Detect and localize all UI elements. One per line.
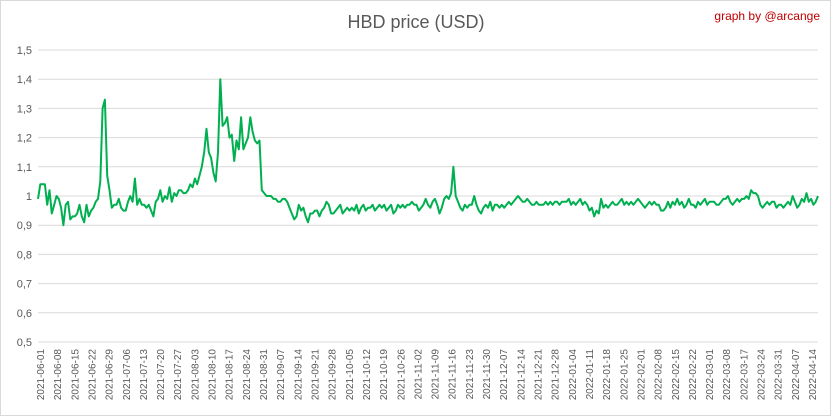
x-tick-label: 2022-04-14 (808, 349, 819, 401)
y-tick-label: 1,5 (17, 45, 32, 57)
x-tick-label: 2022-02-01 (636, 349, 647, 401)
y-tick-label: 0,9 (17, 220, 32, 232)
y-tick-label: 1,2 (17, 133, 32, 145)
x-tick-label: 2022-03-24 (757, 349, 768, 401)
x-tick-label: 2021-08-10 (208, 349, 219, 401)
x-tick-label: 2022-03-08 (722, 349, 733, 401)
x-tick-label: 2021-07-06 (122, 349, 133, 401)
x-tick-label: 2021-11-09 (431, 349, 442, 400)
x-tick-label: 2022-03-17 (739, 349, 750, 401)
y-tick-label: 1,4 (17, 74, 32, 86)
x-tick-label: 2021-10-19 (379, 349, 390, 401)
x-tick-label: 2022-04-07 (791, 349, 802, 401)
x-tick-label: 2021-06-15 (70, 349, 81, 401)
y-tick-label: 1 (26, 191, 32, 203)
x-tick-label: 2021-11-02 (413, 349, 424, 400)
x-tick-label: 2021-09-14 (293, 349, 304, 401)
y-axis-tick-labels: 0,5 0,6 0,7 0,8 0,9 1 1,1 1,2 1,3 1,4 1,5 (17, 45, 32, 349)
x-tick-label: 2021-11-23 (465, 349, 476, 400)
series-layer (37, 78, 819, 227)
x-tick-label: 2022-03-01 (705, 349, 716, 401)
x-tick-label: 2021-12-14 (516, 349, 527, 401)
x-axis-tick-labels: 2021-06-01 2021-06-08 2021-06-15 2021-06-22… (36, 349, 819, 401)
x-tick-label: 2022-01-11 (585, 349, 596, 400)
x-tick-label: 2022-02-15 (671, 349, 682, 401)
x-tick-label: 2021-09-07 (276, 349, 287, 401)
x-tick-label: 2021-10-05 (345, 349, 356, 401)
y-tick-label: 0,6 (17, 308, 32, 320)
x-tick-label: 2021-08-31 (259, 349, 270, 401)
y-tick-label: 0,7 (17, 279, 32, 291)
x-tick-label: 2022-02-22 (688, 349, 699, 401)
x-tick-label: 2021-08-24 (242, 349, 253, 401)
x-tick-label: 2021-09-21 (310, 349, 321, 401)
x-tick-label: 2021-07-20 (156, 349, 167, 401)
x-tick-label: 2021-06-08 (53, 349, 64, 401)
price-series-line (37, 78, 819, 227)
x-tick-label: 2022-02-08 (654, 349, 665, 401)
y-tick-label: 0,5 (17, 337, 32, 349)
gridlines (38, 49, 818, 343)
x-tick-label: 2021-12-07 (499, 349, 510, 401)
y-tick-label: 1,3 (17, 103, 32, 115)
x-tick-label: 2021-07-13 (139, 349, 150, 401)
x-tick-label: 2021-07-27 (173, 349, 184, 401)
x-tick-label: 2021-12-28 (551, 349, 562, 401)
x-tick-label: 2021-06-01 (36, 349, 47, 401)
y-tick-label: 1,1 (17, 162, 32, 174)
y-tick-label: 0,8 (17, 249, 32, 261)
x-tick-label: 2022-01-04 (568, 349, 579, 401)
chart-credit: graph by @arcange (714, 9, 820, 23)
x-tick-label: 2022-03-31 (774, 349, 785, 401)
x-tick-label: 2021-09-28 (328, 349, 339, 401)
x-tick-label: 2021-08-03 (190, 349, 201, 401)
chart-title: HBD price (USD) (347, 12, 485, 32)
x-tick-label: 2022-01-25 (619, 349, 630, 401)
x-tick-label: 2021-10-12 (362, 349, 373, 401)
x-tick-label: 2021-11-16 (448, 349, 459, 400)
x-tick-label: 2021-08-17 (225, 349, 236, 401)
x-tick-label: 2021-06-22 (87, 349, 98, 401)
x-tick-label: 2021-12-21 (534, 349, 545, 401)
x-tick-label: 2021-10-26 (396, 349, 407, 401)
x-tick-label: 2021-11-30 (482, 349, 493, 400)
x-tick-label: 2021-06-29 (105, 349, 116, 401)
x-tick-label: 2022-01-18 (602, 349, 613, 401)
